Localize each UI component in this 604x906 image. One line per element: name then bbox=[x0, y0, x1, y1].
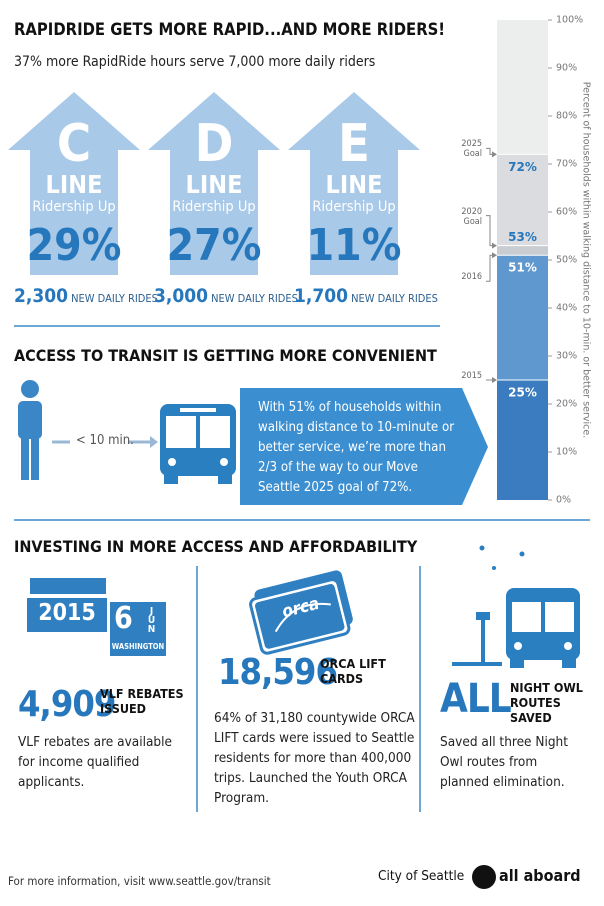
callout bbox=[240, 388, 488, 505]
line-word: LINE bbox=[185, 170, 243, 199]
stat-label: VLF REBATES ISSUED bbox=[100, 686, 184, 716]
stat-number: ALL bbox=[440, 676, 512, 722]
level-category: 2016 bbox=[461, 272, 482, 283]
rides-row: 1,700 NEW DAILY RIDES bbox=[294, 285, 438, 307]
level-pointer-head bbox=[492, 252, 497, 259]
level-value-label: 53% bbox=[508, 230, 537, 244]
rides-row: 3,000 NEW DAILY RIDES bbox=[154, 285, 298, 307]
level-value-label: 51% bbox=[508, 261, 537, 275]
rides-label: NEW DAILY RIDES bbox=[351, 292, 438, 305]
orca-card bbox=[249, 570, 353, 655]
calendar-icon bbox=[27, 578, 166, 656]
calendar-state: WASHINGTON bbox=[111, 642, 165, 651]
section-title: ACCESS TO TRANSIT IS GETTING MORE CONVEN… bbox=[14, 346, 437, 365]
line-word: LINE bbox=[45, 170, 103, 199]
level-pointer-head bbox=[492, 151, 497, 158]
level-category: 2015 bbox=[461, 371, 482, 381]
stat-label: NIGHT OWL ROUTES SAVED bbox=[510, 680, 583, 725]
level-category: 2025 Goal bbox=[461, 139, 482, 160]
y-tick-label: 60% bbox=[556, 207, 577, 218]
arrow-shape bbox=[148, 92, 280, 275]
rides-number: 1,700 bbox=[294, 285, 349, 307]
line-letter: D bbox=[194, 114, 234, 174]
stat-number: 18,596 bbox=[218, 652, 338, 693]
y-axis-label: Percent of households within walking dis… bbox=[581, 82, 592, 439]
rides-number: 3,000 bbox=[154, 285, 209, 307]
stat-label: ORCA LIFT CARDS bbox=[320, 656, 386, 686]
gauge: 25% 51% 53% 72% 0% 10% 20% 30% 40% 50% 60% 70% 80% 90… bbox=[486, 15, 592, 506]
bus-icon bbox=[160, 404, 236, 484]
ridership-percent: 27% bbox=[166, 220, 262, 271]
y-tick-label: 0% bbox=[556, 495, 571, 506]
y-tick-label: 20% bbox=[556, 399, 577, 410]
stat-text: 64% of 31,180 countywide ORCA LIFT cards… bbox=[214, 710, 415, 806]
y-tick-label: 80% bbox=[556, 111, 577, 122]
line-letter: C bbox=[56, 114, 92, 174]
line-word: LINE bbox=[325, 170, 383, 199]
rides-row: 2,300 NEW DAILY RIDES bbox=[14, 285, 158, 307]
y-tick-label: 10% bbox=[556, 447, 577, 458]
level-pointer bbox=[486, 254, 494, 282]
line-letter: E bbox=[338, 114, 370, 174]
arrow-shape bbox=[8, 92, 140, 275]
y-tick-label: 70% bbox=[556, 159, 577, 170]
level-category: 2020 Goal bbox=[461, 206, 482, 227]
stat-text: VLF rebates are available for income qua… bbox=[18, 734, 172, 790]
calendar-month: JUN bbox=[146, 606, 157, 633]
ridership-label: Ridership Up bbox=[32, 199, 116, 215]
subtitle: 37% more RapidRide hours serve 7,000 mor… bbox=[14, 54, 376, 70]
level-pointer-head bbox=[492, 242, 497, 249]
seattle-seal bbox=[472, 865, 496, 889]
ridership-percent: 29% bbox=[26, 220, 122, 271]
level-pointer bbox=[486, 215, 494, 247]
person-icon bbox=[18, 380, 42, 480]
walk-arrows bbox=[52, 436, 158, 448]
callout-text: With 51% of households within walking di… bbox=[258, 400, 455, 495]
level-pointer-head bbox=[492, 377, 497, 383]
y-tick-label: 100% bbox=[556, 15, 583, 26]
footer-info: For more information, visit www.seattle.… bbox=[8, 874, 271, 888]
y-tick-label: 50% bbox=[556, 255, 577, 266]
y-tick-label: 90% bbox=[556, 63, 577, 74]
footer-brand: all aboard bbox=[499, 866, 581, 885]
stat-text: Saved all three Night Owl routes from pl… bbox=[440, 734, 569, 790]
rides-label: NEW DAILY RIDES bbox=[71, 292, 158, 305]
ridership-label: Ridership Up bbox=[172, 199, 256, 215]
section-title: RAPIDRIDE GETS MORE RAPID...AND MORE RID… bbox=[14, 20, 446, 39]
stat-number: 4,909 bbox=[18, 684, 116, 725]
level-value-label: 25% bbox=[508, 386, 537, 400]
section-title: INVESTING IN MORE ACCESS AND AFFORDABILI… bbox=[14, 537, 418, 556]
rides-label: NEW DAILY RIDES bbox=[211, 292, 298, 305]
calendar-day: 6 bbox=[114, 601, 133, 636]
rides-number: 2,300 bbox=[14, 285, 69, 307]
ridership-percent: 11% bbox=[306, 220, 402, 271]
calendar-year: 2015 bbox=[38, 600, 96, 626]
level-value-label: 72% bbox=[508, 160, 537, 174]
footer-city: City of Seattle bbox=[378, 868, 465, 884]
y-tick-label: 40% bbox=[556, 303, 577, 314]
ridership-label: Ridership Up bbox=[312, 199, 396, 215]
y-tick-label: 30% bbox=[556, 351, 577, 362]
arrow-shape bbox=[288, 92, 420, 275]
walk-label: < 10 min. bbox=[76, 433, 134, 448]
night-icon bbox=[452, 545, 580, 668]
gauge-level bbox=[497, 380, 548, 500]
